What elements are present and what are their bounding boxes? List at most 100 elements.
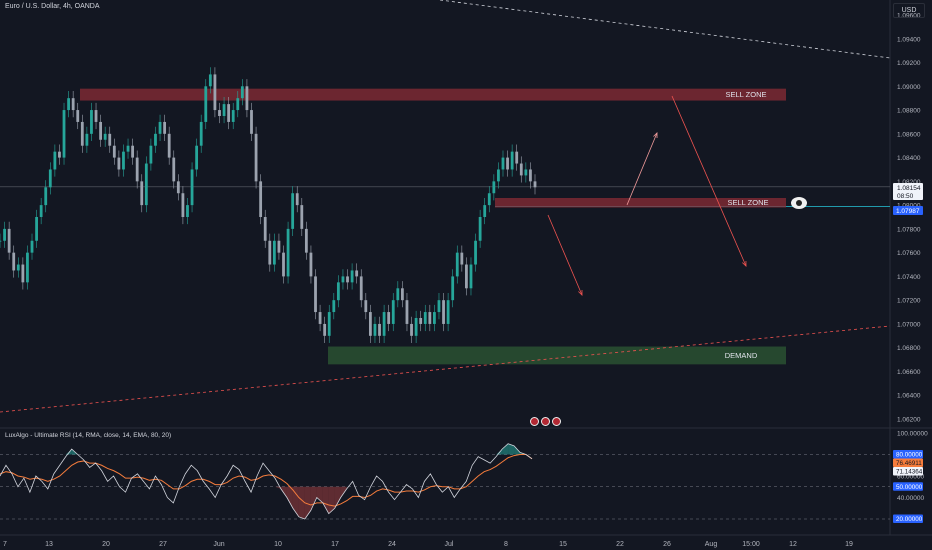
candle-body	[304, 228, 308, 253]
rsi-oversold-fill	[292, 486, 299, 517]
price-tick-label: 1.07800	[897, 226, 921, 233]
candle-body	[213, 74, 217, 111]
candle-body	[442, 300, 445, 324]
rsi-oversold-fill	[298, 486, 305, 519]
candle-body	[446, 300, 450, 324]
candle-body	[12, 252, 16, 271]
candle-body	[314, 276, 317, 313]
candle-body	[437, 300, 441, 313]
candle-body	[204, 86, 208, 122]
candle-body	[268, 240, 272, 265]
candle-body	[44, 187, 48, 206]
candle-body	[90, 110, 93, 134]
candle-body	[53, 151, 57, 170]
candle-body	[451, 276, 455, 301]
candle-body	[487, 193, 491, 206]
candle-body	[414, 318, 418, 336]
indicator-title: LuxAlgo - Ultimate RSI (14, RMA, close, …	[5, 432, 172, 439]
currency-selector[interactable]: USD	[893, 3, 925, 18]
rsi-value-label: 71.14364	[896, 469, 923, 476]
price-tick-label: 1.09000	[897, 84, 921, 91]
candle-body	[126, 145, 130, 152]
time-tick-label: Jul	[445, 541, 454, 548]
zone-label: SELL ZONE	[726, 90, 767, 99]
badge-icon[interactable]	[541, 417, 550, 426]
zone-2	[328, 346, 786, 365]
candle-body	[222, 104, 226, 116]
candle-body	[295, 193, 299, 206]
zone-0	[80, 88, 786, 101]
candle-body	[497, 169, 500, 182]
rsi-value-label: 80.00000	[896, 452, 923, 459]
candle-body	[336, 282, 340, 301]
candle-body	[199, 121, 203, 146]
candle-body	[140, 181, 144, 206]
candle-body	[149, 145, 153, 164]
candle-body	[391, 300, 395, 324]
arrow-head	[742, 260, 747, 267]
candle-body	[400, 288, 404, 301]
candle-body	[227, 104, 231, 122]
candle-body	[218, 110, 221, 116]
level-price-label: 1.07987	[896, 208, 920, 215]
rsi-tick-label: 60.00000	[897, 474, 924, 481]
time-tick-label: 22	[616, 541, 624, 548]
candle-body	[76, 110, 80, 122]
eye-icon[interactable]	[791, 197, 807, 209]
candle-body	[309, 252, 313, 277]
candle-body	[48, 169, 52, 188]
indicator-badges[interactable]	[530, 417, 561, 426]
price-tick-label: 1.06400	[897, 393, 921, 400]
current-price-box	[893, 183, 923, 200]
price-tick-label: 1.06200	[897, 417, 921, 424]
rsi-value-box	[893, 458, 923, 467]
rsi-value-box	[893, 482, 923, 491]
candle-body	[3, 228, 6, 241]
candle-body	[144, 163, 148, 206]
price-tick-label: 1.09400	[897, 36, 921, 43]
time-tick-label: 15:00	[742, 541, 760, 548]
rsi-value-box	[893, 450, 923, 459]
candle-body	[176, 181, 180, 194]
candle-body	[117, 157, 121, 170]
zones-layer: SELL ZONE SELL ZONE DEMAND	[80, 88, 786, 365]
candle-body	[382, 312, 386, 336]
candle-body	[364, 300, 368, 313]
candle-body	[99, 121, 102, 140]
candle-body	[26, 252, 29, 283]
time-tick-label: 26	[663, 541, 671, 548]
countdown-label: 08:50	[897, 193, 914, 200]
badge-icon[interactable]	[530, 417, 539, 426]
candle-body	[282, 252, 285, 277]
candle-body	[172, 157, 176, 182]
candle-body	[21, 264, 25, 283]
time-tick-label: 19	[845, 541, 853, 548]
trendlines-layer	[0, 0, 891, 413]
candle-body	[236, 98, 240, 111]
candle-body	[533, 181, 537, 188]
arrow-head	[653, 132, 658, 139]
candle-body	[469, 264, 473, 289]
time-tick-label: Jun	[213, 541, 224, 548]
time-tick-label: 8	[504, 541, 508, 548]
badge-icon[interactable]	[552, 417, 561, 426]
candle-body	[387, 312, 391, 324]
rsi-panel	[0, 443, 890, 520]
price-axis[interactable]: 1.09600 1.09400 1.09200 1.09000 1.08800 1.086…	[893, 13, 923, 424]
candle-body	[80, 121, 84, 146]
candle-body	[250, 110, 253, 134]
candle-body	[455, 252, 459, 277]
candle-body	[286, 228, 290, 277]
rsi-axis[interactable]: 100.00000 60.00000 40.00000 80.0000076.4691…	[893, 431, 928, 524]
time-axis[interactable]: 7 13 20 27 Jun 10 17 24 Jul 8 15 22 26 Aug 15:00 12 19	[3, 541, 853, 548]
price-tick-label: 1.08400	[897, 155, 921, 162]
candle-body	[410, 323, 413, 336]
candle-body	[419, 318, 423, 324]
candle-body	[67, 98, 70, 111]
candle-body	[103, 133, 107, 140]
time-tick-label: 7	[3, 541, 7, 548]
candle-body	[460, 252, 464, 265]
candle-body	[483, 205, 487, 217]
rsi-overbought-fill	[508, 443, 515, 455]
